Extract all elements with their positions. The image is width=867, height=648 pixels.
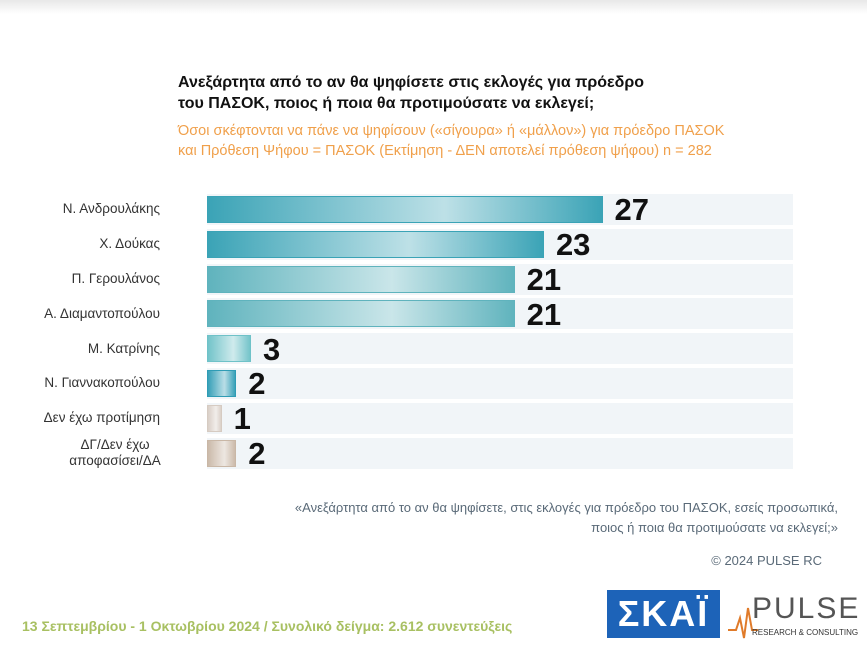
footnote-line: «Ανεξάρτητα από το αν θα ψηφίσετε, στις … — [294, 500, 838, 515]
subtitle: Όσοι σκέφτονται να πάνε να ψηφίσουν («σί… — [178, 121, 724, 161]
value-label: 23 — [555, 227, 591, 263]
bar — [207, 265, 515, 293]
category-label: ΔΓ/Δεν έχω αποφασίσει/ΔΑ — [69, 437, 161, 468]
category-label: Ν. Ανδρουλάκης — [62, 201, 160, 217]
value-label: 27 — [614, 192, 650, 228]
value-label: 3 — [262, 331, 281, 367]
footnote: «Ανεξάρτητα από το αν θα ψηφίσετε, στις … — [295, 498, 838, 538]
value-label: 21 — [526, 296, 562, 332]
skai-logo: ΣΚΑΪ — [607, 590, 720, 638]
bar — [207, 439, 237, 467]
copyright: © 2024 PULSE RC — [711, 553, 822, 568]
chart-title: Ανεξάρτητα από το αν θα ψηφίσετε στις εκ… — [178, 72, 644, 114]
value-label: 2 — [248, 366, 266, 402]
row-background — [207, 367, 793, 399]
pulse-wave — [728, 607, 758, 639]
bar — [207, 369, 237, 397]
category-label: Ν. Γιαννακοπούλου — [44, 375, 160, 391]
footnote-line: ποιος ή ποια θα προτιμούσατε να εκλεγεί;… — [591, 520, 838, 535]
subtitle-line: και Πρόθεση Ψήφου = ΠΑΣΟΚ (Εκτίμηση - ΔΕ… — [178, 143, 712, 159]
subtitle-line: Όσοι σκέφτονται να πάνε να ψηφίσουν («σί… — [178, 123, 725, 139]
bar — [207, 195, 603, 223]
bar — [207, 300, 515, 328]
bar — [207, 230, 544, 258]
value-label: 2 — [248, 436, 266, 471]
bar — [207, 404, 222, 432]
row-background — [207, 402, 793, 434]
row-background — [207, 437, 793, 469]
category-label: Π. Γερουλάνος — [71, 271, 160, 286]
title-line: του ΠΑΣΟΚ, ποιος ή ποια θα προτιμούσατε … — [178, 95, 595, 112]
category-label: Χ. Δούκας — [99, 236, 160, 252]
bar — [207, 335, 251, 363]
top-shade — [0, 0, 867, 14]
row-background — [207, 333, 793, 365]
title-line: Ανεξάρτητα από το αν θα ψηφίσετε στις εκ… — [178, 74, 645, 91]
category-label: Δεν έχω προτίμηση — [43, 410, 160, 426]
fieldwork: 13 Σεπτεμβρίου - 1 Οκτωβρίου 2024 / Συνο… — [22, 618, 513, 634]
pulse-logo: PULSE — [752, 592, 861, 625]
category-label: Α. Διαμαντοπούλου — [44, 305, 160, 321]
value-label: 21 — [526, 262, 562, 297]
category-label: Μ. Κατρίνης — [87, 340, 160, 356]
value-label: 1 — [233, 401, 251, 437]
pulse-logo-sub: RESEARCH & CONSULTING — [752, 628, 859, 637]
